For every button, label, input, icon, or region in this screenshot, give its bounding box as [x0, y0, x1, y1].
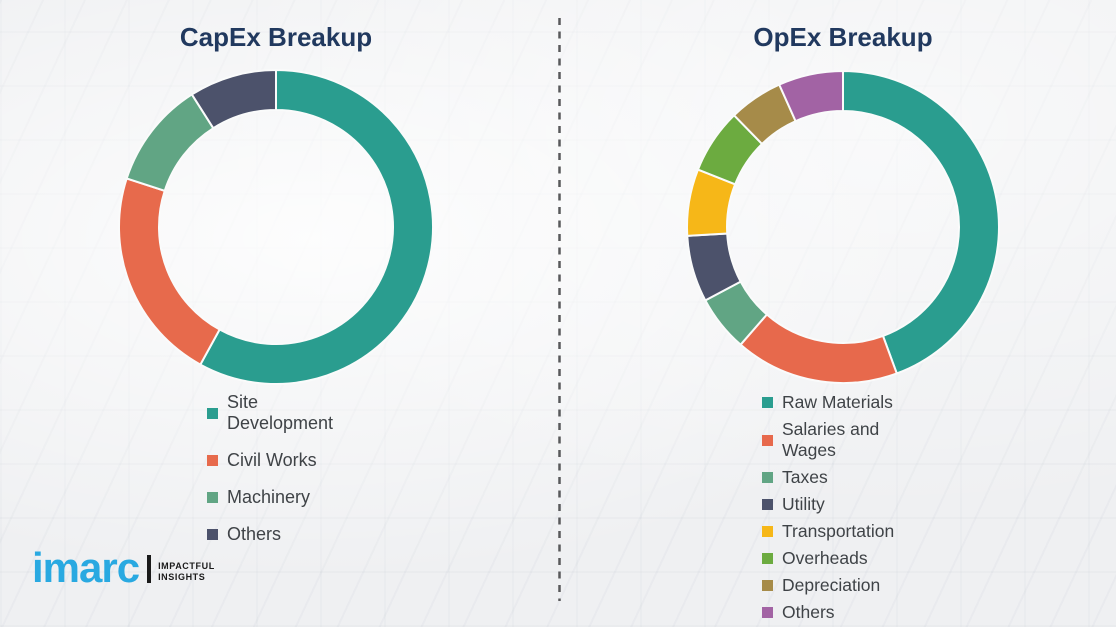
legend-swatch — [207, 529, 218, 540]
legend-label: Site Development — [227, 392, 334, 433]
legend-swatch — [762, 526, 773, 537]
legend-swatch — [207, 407, 218, 419]
legend-label: Civil Works — [227, 450, 317, 470]
legend-label: Raw Materials — [782, 392, 893, 412]
capex-donut-chart — [118, 68, 434, 385]
legend-item: Transportation — [762, 521, 894, 542]
legend-item: Machinery — [207, 487, 333, 508]
legend-swatch — [207, 455, 218, 466]
legend-item: Overheads — [762, 548, 894, 569]
legend-item: Raw Materials — [762, 392, 894, 413]
donut-segment-others — [190, 68, 277, 130]
legend-item: Others — [762, 602, 894, 623]
opex-chart-title: OpEx Breakup — [753, 22, 933, 52]
legend-label: Others — [782, 602, 835, 622]
legend-item: Utility — [762, 494, 894, 515]
legend-swatch — [762, 472, 773, 483]
legend-item: Site Development — [207, 392, 333, 434]
legend-swatch — [762, 553, 773, 564]
imarc-logo-wordmark: imarc — [32, 544, 140, 591]
legend-item: Others — [207, 524, 333, 545]
imarc-logo-divider-bar — [147, 555, 152, 584]
legend-label: Salaries and Wages — [782, 419, 880, 460]
legend-item: Civil Works — [207, 450, 333, 471]
donut-segment-site-development — [199, 68, 434, 385]
legend-swatch — [207, 492, 218, 503]
donut-segment-others — [777, 69, 844, 123]
legend-label: Machinery — [227, 487, 311, 507]
legend-swatch — [762, 607, 773, 618]
imarc-tagline-line1: IMPACTFUL — [158, 560, 215, 571]
opex-legend: Raw Materials Salaries and Wages Taxes Util… — [762, 392, 894, 623]
opex-donut-chart — [686, 69, 1000, 384]
legend-item: Taxes — [762, 467, 894, 488]
imarc-logo-tagline: IMPACTFUL INSIGHTS — [158, 561, 215, 586]
imarc-tagline-line2: INSIGHTS — [158, 572, 206, 583]
donut-segment-salaries-and-wages — [739, 313, 899, 384]
legend-label: Utility — [782, 494, 825, 514]
donut-segment-raw-materials — [842, 69, 1000, 375]
legend-swatch — [762, 434, 773, 446]
legend-swatch — [762, 499, 773, 510]
capex-chart-title: CapEx Breakup — [179, 22, 373, 52]
legend-label: Transportation — [782, 521, 895, 541]
legend-label: Depreciation — [782, 575, 881, 595]
legend-swatch — [762, 397, 773, 408]
legend-item: Salaries and Wages — [762, 419, 894, 461]
legend-swatch — [762, 580, 773, 591]
legend-label: Others — [227, 524, 282, 544]
donut-segment-civil-works — [118, 177, 221, 366]
capex-legend: Site Development Civil Works Machinery Othe… — [207, 392, 333, 545]
legend-item: Depreciation — [762, 575, 894, 596]
legend-label: Taxes — [782, 467, 828, 487]
legend-label: Overheads — [782, 548, 868, 568]
imarc-logo: imarc IMPACTFUL INSIGHTS — [32, 544, 215, 591]
